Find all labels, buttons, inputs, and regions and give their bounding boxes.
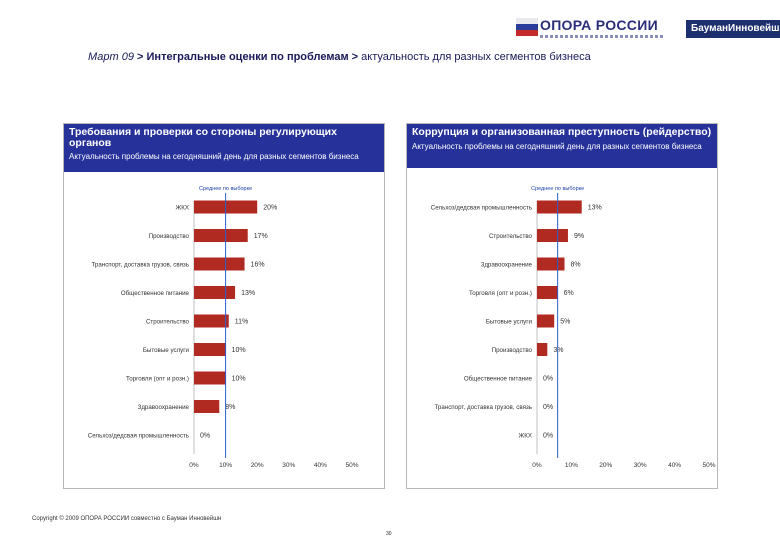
chart-panel-corruption: Коррупция и организованная преступность … [406, 123, 718, 489]
category-label: Строительство [489, 233, 533, 240]
bar [194, 286, 236, 299]
bar [194, 343, 226, 356]
bar [537, 286, 558, 299]
title-lead: Март 09 [88, 51, 134, 63]
title-tail: актуальность для разных сегментов бизнес… [361, 51, 591, 63]
category-label: ЖКХ [519, 433, 532, 440]
bar [537, 200, 582, 214]
value-label: 13% [588, 205, 602, 212]
value-label: 16% [251, 262, 265, 269]
flag-icon [516, 18, 538, 36]
category-label: Транспорт, доставка грузов, связь [434, 404, 532, 411]
panel-title: Требования и проверки со стороны регулир… [69, 126, 337, 149]
chart-panel-regulation: Требования и проверки со стороны регулир… [63, 123, 385, 489]
footer-copyright: Copyright © 2009 ОПОРА РОССИИ совместно … [32, 516, 222, 522]
value-label: 9% [574, 233, 584, 240]
category-label: Торговля (опт и розн.) [126, 376, 189, 383]
x-tick-label: 50% [345, 462, 358, 469]
value-label: 0% [543, 404, 553, 411]
value-label: 3% [553, 347, 563, 354]
bar [194, 314, 229, 328]
panel-header: Требования и проверки со стороны регулир… [64, 124, 384, 172]
x-tick-label: 30% [282, 462, 295, 469]
title-mid: > Интегральные оценки по проблемам > [133, 51, 362, 63]
x-tick-label: 40% [314, 462, 327, 469]
panel-title: Коррупция и организованная преступность … [412, 126, 712, 138]
bar [537, 343, 548, 356]
value-label: 8% [571, 262, 581, 269]
x-tick-label: 30% [634, 462, 647, 469]
logo-text: ОПОРА РОССИИ [540, 17, 658, 33]
bar [537, 257, 565, 271]
value-label: 11% [235, 319, 249, 326]
category-label: Производство [492, 347, 533, 354]
bar [194, 229, 248, 242]
bar [194, 371, 226, 385]
value-label: 6% [564, 290, 574, 297]
category-label: Производство [149, 233, 190, 240]
logo-area: ОПОРА РОССИИ БауманИнновейшн [516, 16, 780, 46]
category-label: Общественное питание [464, 376, 533, 383]
category-label: Торговля (опт и розн.) [469, 290, 532, 297]
x-tick-label: 20% [251, 462, 264, 469]
category-label: Общественное питание [121, 290, 190, 297]
mean-label: Среднее по выборке [531, 186, 584, 192]
value-label: 20% [263, 205, 277, 212]
page-number: 30 [386, 531, 392, 537]
panel-subtitle: Актуальность проблемы на сегодняшний ден… [412, 142, 702, 151]
x-tick-label: 10% [565, 462, 578, 469]
category-label: Строительство [146, 319, 190, 326]
value-label: 13% [241, 290, 255, 297]
category-label: Сельхоз/дедсвая промышленность [88, 433, 189, 440]
category-label: ЖКХ [176, 205, 189, 212]
x-tick-label: 40% [668, 462, 681, 469]
x-tick-label: 50% [702, 462, 715, 469]
partner-badge: БауманИнновейшн [686, 20, 780, 38]
x-tick-label: 10% [219, 462, 232, 469]
value-label: 0% [543, 433, 553, 440]
bar [537, 229, 568, 242]
bar [537, 314, 555, 328]
panel-header: Коррупция и организованная преступность … [407, 124, 717, 168]
value-label: 10% [232, 347, 246, 354]
bar-chart-corruption: Сельхоз/дедсвая промышленность 13% Строите… [431, 186, 716, 469]
category-label: Сельхоз/дедсвая промышленность [431, 205, 532, 212]
category-label: Транспорт, доставка грузов, связь [91, 262, 189, 269]
x-tick-label: 0% [189, 462, 199, 469]
bar [194, 257, 245, 271]
x-tick-label: 0% [532, 462, 542, 469]
value-label: 0% [543, 376, 553, 383]
panel-subtitle: Актуальность проблемы на сегодняшний ден… [69, 152, 359, 161]
value-label: 5% [560, 319, 570, 326]
category-label: Здравоохранение [481, 262, 533, 269]
page-title: Март 09 > Интегральные оценки по проблем… [88, 51, 591, 63]
logo-tagline [540, 35, 665, 38]
x-tick-label: 20% [599, 462, 612, 469]
value-label: 17% [254, 233, 268, 240]
mean-label: Среднее по выборке [199, 186, 252, 192]
category-label: Бытовые услуги [486, 319, 533, 326]
value-label: 0% [200, 433, 210, 440]
value-label: 8% [225, 404, 235, 411]
bar-chart-regulation: ЖКХ 20% Производство 17% Транспорт, доставка… [88, 186, 359, 469]
category-label: Здравоохранение [138, 404, 190, 411]
bar [194, 400, 220, 413]
category-label: Бытовые услуги [143, 347, 190, 354]
value-label: 10% [232, 376, 246, 383]
